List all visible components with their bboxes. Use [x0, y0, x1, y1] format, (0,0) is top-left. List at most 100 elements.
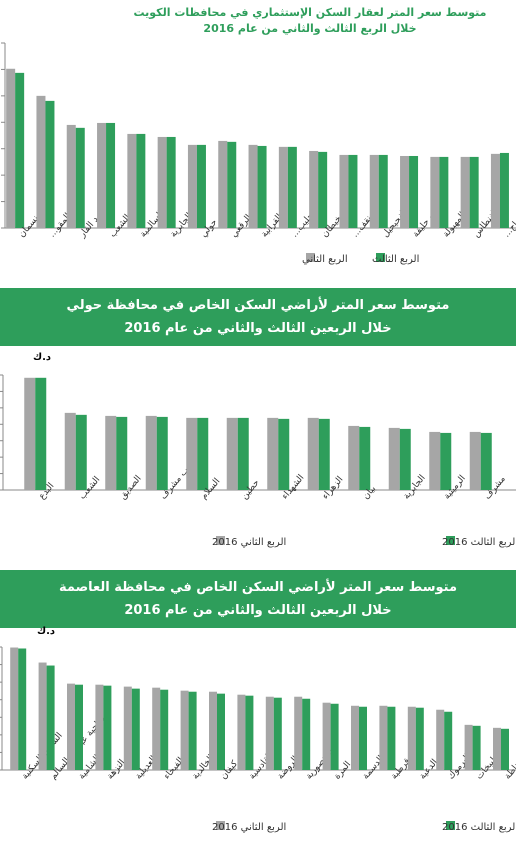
legend-swatch — [216, 536, 225, 545]
bar — [97, 122, 107, 228]
legend-label: الربع الثاني 2016 — [212, 822, 286, 833]
bar — [440, 432, 452, 490]
bar — [501, 728, 509, 770]
bar — [156, 416, 168, 490]
bar — [400, 155, 410, 228]
bar — [436, 709, 445, 770]
legend-label: الربع الثالث 2016 — [442, 537, 516, 548]
bar — [407, 706, 416, 770]
bar — [35, 377, 47, 490]
bar — [469, 431, 481, 490]
bar — [67, 683, 75, 770]
bar — [105, 415, 117, 490]
bar — [318, 418, 330, 490]
bar — [399, 428, 411, 490]
bar — [145, 415, 157, 490]
bar — [36, 95, 46, 228]
bar — [469, 156, 479, 228]
bar — [46, 665, 55, 770]
bar — [444, 711, 453, 770]
bar — [6, 68, 16, 229]
chart-title: متوسط سعر المتر لأراضي السكن الخاص في مح… — [59, 578, 457, 595]
bar — [302, 698, 311, 770]
bar — [227, 141, 237, 228]
bar — [294, 696, 303, 770]
bar — [267, 417, 279, 490]
bar — [464, 724, 473, 770]
bar — [493, 727, 501, 770]
bar — [196, 144, 206, 228]
bar — [209, 691, 217, 770]
bar — [318, 151, 328, 228]
bar — [359, 706, 367, 770]
bar — [415, 707, 424, 770]
bar — [217, 693, 225, 770]
bar — [160, 689, 169, 770]
bar — [38, 662, 47, 770]
bar — [278, 418, 290, 490]
unit-label: د.ك — [37, 626, 55, 637]
bar — [237, 694, 246, 770]
legend-swatch — [446, 536, 455, 545]
bar — [188, 691, 197, 770]
bar — [226, 417, 238, 490]
bar — [186, 417, 198, 490]
chart-title: متوسط سعر المتر لأراضي السكن الخاص في مح… — [67, 296, 450, 313]
legend-label: الربع الثاني — [302, 254, 348, 265]
legend-label: الربع الثالث — [372, 254, 419, 265]
bar — [45, 100, 55, 228]
chart-subtitle: خلال الربعين الثالث والثاني من عام 2016 — [124, 603, 391, 618]
bar — [430, 156, 440, 228]
bar — [136, 133, 146, 228]
bar — [480, 432, 492, 490]
bar — [309, 150, 319, 228]
chart-subtitle: خلال الربعين الثالث والثاني من عام 2016 — [124, 321, 391, 336]
bar — [348, 154, 358, 228]
legend-swatch — [216, 821, 225, 830]
bar — [248, 144, 258, 228]
bar — [409, 155, 419, 228]
bar — [490, 153, 500, 228]
bar — [152, 687, 161, 770]
bar — [351, 705, 359, 770]
bar — [348, 425, 360, 490]
chart-title: متوسط سعر المتر لعقار السكن الإستثماري ف… — [134, 6, 487, 19]
bar — [439, 156, 449, 228]
bar — [278, 146, 288, 228]
legend-swatch — [376, 253, 385, 262]
bar — [66, 124, 76, 228]
bar — [339, 154, 349, 228]
legend-label: الربع الثاني 2016 — [212, 537, 286, 548]
bar — [330, 703, 339, 770]
bar — [388, 427, 400, 490]
bar — [131, 688, 140, 770]
unit-label: د.ك — [33, 352, 51, 363]
legend-swatch — [306, 253, 315, 262]
bar — [75, 127, 85, 228]
bar — [95, 684, 104, 770]
bar — [429, 431, 441, 490]
bar — [307, 417, 319, 490]
bar — [106, 122, 116, 228]
bar — [472, 725, 481, 770]
bar — [245, 695, 254, 770]
bar — [218, 140, 228, 228]
bar — [180, 690, 189, 770]
bar — [237, 417, 249, 490]
bar — [75, 684, 83, 770]
bar — [187, 144, 197, 228]
legend-swatch — [446, 821, 455, 830]
bar — [157, 136, 167, 228]
header-band — [0, 570, 516, 628]
bar — [499, 152, 509, 228]
bar — [127, 133, 137, 228]
bar — [197, 417, 209, 490]
bar — [287, 146, 297, 228]
legend-label: الربع الثالث 2016 — [442, 822, 516, 833]
bar — [257, 145, 267, 228]
bar — [166, 136, 176, 228]
bar — [460, 156, 470, 228]
bar — [10, 647, 19, 770]
bar — [322, 702, 331, 770]
